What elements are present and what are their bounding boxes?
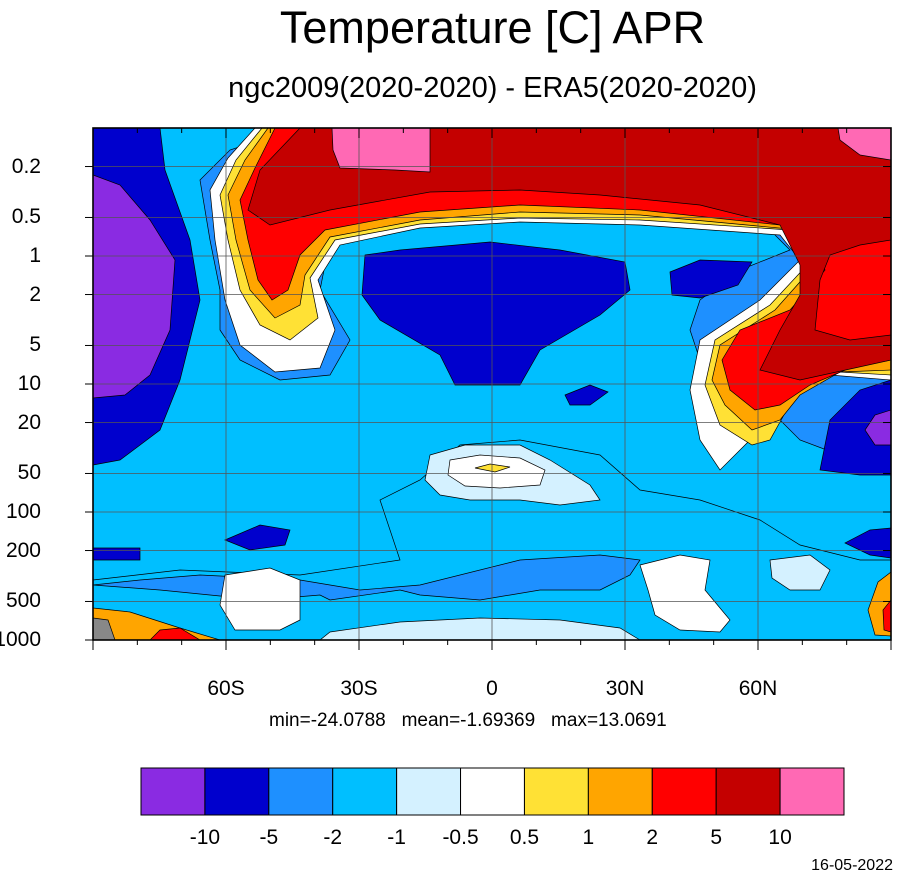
colorbar-label: 1: [582, 826, 595, 849]
region-white-surface-center: [319, 617, 641, 640]
colorbar-label: 0.5: [509, 826, 540, 849]
region-red-surface-right: [882, 599, 891, 633]
region-darkred-upper: [247, 128, 891, 381]
region-darkblue-small1: [669, 259, 753, 299]
y-tick-label: 10: [17, 372, 41, 395]
region-white-lower-right2: [769, 554, 831, 591]
grid-lines: [93, 128, 891, 641]
colorbar-swatch: [204, 767, 270, 816]
colorbar-label: -5: [259, 826, 279, 849]
y-tick-label: 1000: [0, 628, 41, 651]
region-missing-data: [93, 617, 116, 640]
x-tick-label: 60N: [738, 677, 778, 700]
colorbar-label: -10: [189, 826, 221, 849]
region-purple-left: [93, 174, 176, 399]
region-darkblue-center: [361, 241, 631, 386]
y-tick-label: 1: [29, 244, 41, 267]
x-tick-label: 30N: [605, 677, 645, 700]
y-tick-label: 0.5: [11, 205, 41, 229]
x-tick-label: 30S: [340, 677, 378, 700]
colorbar-label: 2: [646, 826, 659, 849]
region-red-surface-left: [149, 627, 201, 640]
colorbar-swatch: [332, 767, 398, 816]
region-white-lower-left: [219, 567, 301, 631]
region-darkblue-small2: [564, 384, 609, 406]
stat-max: max=13.0691: [551, 710, 667, 731]
stat-mean: mean=-1.69369: [401, 710, 536, 731]
chart-title: Temperature [C] APR: [279, 2, 706, 53]
colorbar-swatch: [523, 767, 589, 816]
y-tick-label: 50: [17, 461, 41, 485]
colorbar-swatch: [140, 767, 206, 816]
y-tick-label: 5: [29, 333, 41, 357]
colorbar-swatch: [587, 767, 653, 816]
colorbar-label: -1: [387, 826, 406, 849]
date-stamp: 16-05-2022: [811, 857, 893, 874]
colorbar-swatch: [779, 767, 845, 816]
stat-min: min=-24.0788: [269, 710, 386, 731]
colorbar-swatch: [460, 767, 525, 816]
region-darkblue-small3: [224, 524, 291, 551]
y-tick-label: 20: [17, 410, 41, 434]
region-pink-upper: [331, 128, 431, 173]
axis-ticks: [85, 128, 892, 650]
x-tick-label: 60S: [207, 677, 245, 700]
colorbar-swatch: [715, 767, 781, 816]
region-darkblue-right: [819, 379, 891, 476]
region-purple-right: [864, 409, 891, 446]
region-yellow-eq: [474, 463, 511, 473]
y-tick-label: 2: [29, 282, 41, 306]
colorbar-label: -2: [323, 826, 343, 849]
y-tick-label: 500: [5, 589, 41, 613]
colorbar-swatch: [651, 767, 717, 816]
colorbar-label: 5: [710, 826, 723, 849]
colorbar: [140, 767, 845, 816]
colorbar-swatch: [268, 767, 334, 816]
y-tick-label: 200: [5, 538, 41, 562]
stats-line: min=-24.0788 mean=-1.69369 max=13.0691: [269, 710, 667, 732]
region-pink-upper-right: [837, 128, 891, 161]
chart-subtitle: ngc2009(2020-2020) - ERA5(2020-2020): [228, 72, 757, 104]
colorbar-label: 10: [768, 826, 792, 849]
region-warm-surface-left: [93, 607, 221, 640]
colorbar-label: -0.5: [442, 826, 479, 849]
region-darkblue-small4: [93, 547, 141, 561]
x-tick-label: 0: [486, 677, 498, 700]
colorbar-swatch: [396, 767, 462, 816]
y-tick-label: 100: [5, 500, 41, 523]
region-white-lower-right: [639, 554, 731, 633]
y-tick-label: 0.2: [11, 154, 41, 178]
